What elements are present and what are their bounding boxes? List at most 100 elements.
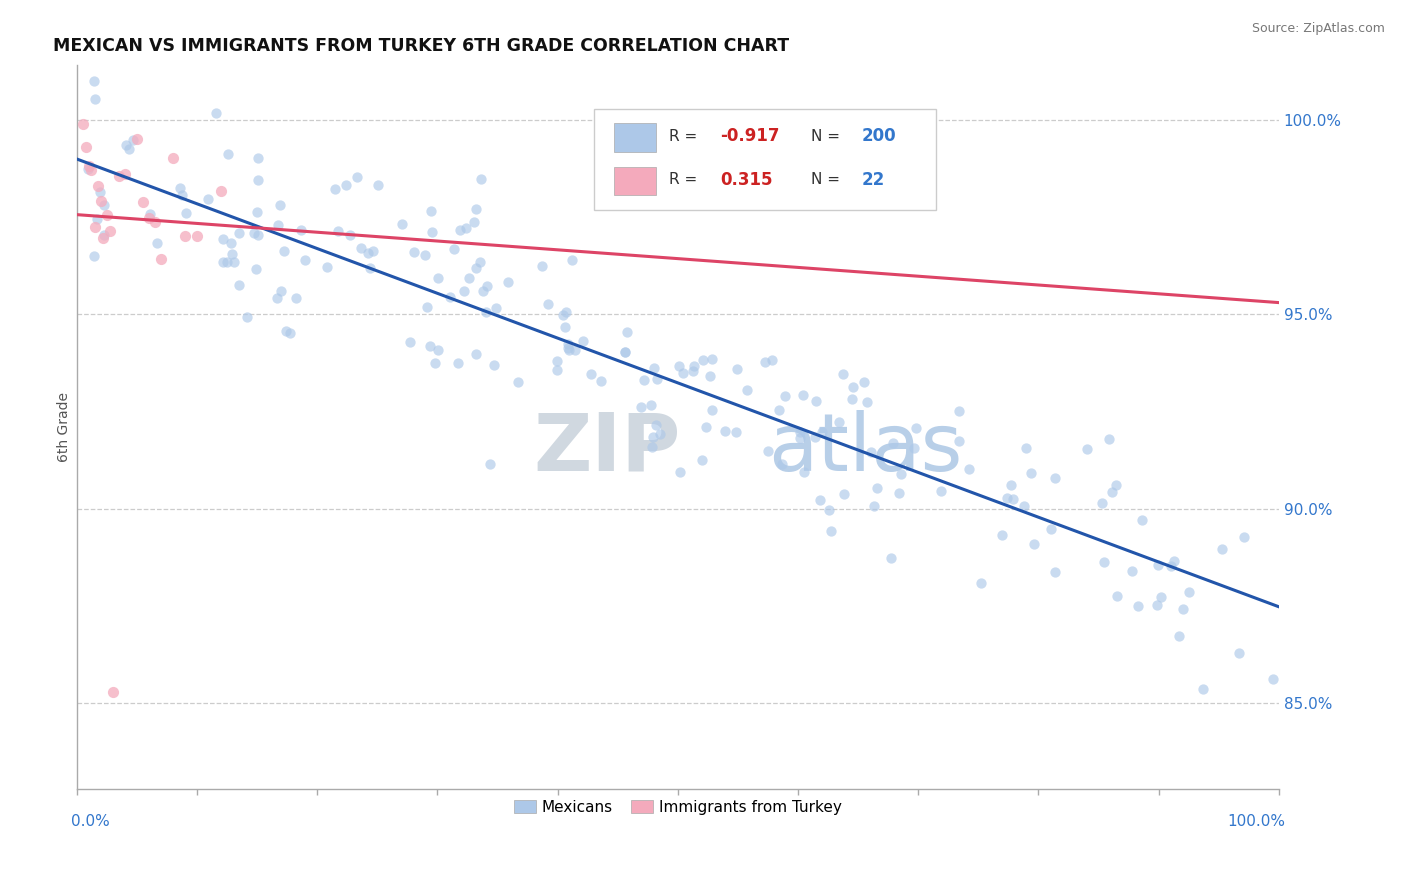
Point (464, 260, 486, 275)
Text: 0.0%: 0.0% (70, 814, 110, 830)
Point (863, 500, 886, 514)
Point (756, 444, 779, 458)
Point (125, 132, 148, 146)
Point (221, 247, 243, 261)
Point (804, 393, 827, 408)
Point (114, 167, 136, 181)
Point (1227, 646, 1250, 660)
Point (423, 356, 446, 370)
Point (880, 551, 903, 566)
Point (475, 305, 498, 319)
Point (274, 324, 297, 338)
Point (162, 151, 184, 165)
Point (754, 355, 776, 369)
Point (278, 326, 301, 340)
Point (1019, 467, 1042, 481)
Point (995, 491, 1018, 505)
Point (1261, 672, 1284, 686)
Point (335, 178, 357, 193)
Point (93, 227, 115, 242)
Point (416, 300, 439, 314)
Point (1105, 477, 1128, 491)
Point (458, 271, 481, 285)
Point (1094, 555, 1116, 569)
Point (426, 343, 449, 357)
Point (228, 277, 250, 292)
Point (557, 336, 579, 351)
Point (138, 211, 160, 225)
Point (339, 228, 361, 243)
Point (217, 147, 239, 161)
Point (1126, 599, 1149, 614)
Point (1233, 530, 1256, 544)
Point (773, 389, 796, 403)
Point (832, 368, 855, 382)
Point (643, 361, 665, 376)
Point (212, 231, 235, 245)
Point (1146, 598, 1168, 612)
Point (558, 343, 581, 357)
Point (328, 224, 350, 238)
Text: 100.0%: 100.0% (1227, 814, 1285, 830)
Point (508, 375, 530, 389)
Point (1012, 499, 1035, 513)
Point (465, 347, 488, 361)
Point (246, 227, 269, 242)
Y-axis label: 6th Grade: 6th Grade (58, 392, 72, 462)
Point (245, 205, 267, 219)
Point (551, 308, 574, 322)
Point (361, 244, 384, 258)
Point (1147, 558, 1170, 572)
Text: -0.917: -0.917 (720, 128, 779, 145)
Point (285, 291, 308, 305)
Point (1076, 442, 1098, 457)
Point (820, 524, 842, 538)
Point (357, 246, 380, 260)
Point (245, 261, 267, 276)
Point (589, 374, 612, 388)
Point (463, 215, 485, 229)
Point (84, 92, 107, 106)
Point (453, 284, 475, 298)
Point (1001, 491, 1024, 506)
Point (186, 228, 208, 243)
Point (1192, 681, 1215, 696)
Point (561, 252, 583, 267)
Point (1040, 522, 1063, 536)
FancyBboxPatch shape (614, 123, 657, 152)
Point (789, 431, 811, 445)
Point (77, 162, 100, 177)
Point (323, 181, 346, 195)
Point (614, 345, 637, 359)
Point (990, 528, 1012, 542)
Point (83, 249, 105, 263)
Point (270, 285, 292, 299)
Point (668, 359, 690, 373)
Point (367, 178, 389, 193)
Point (72, 117, 94, 131)
Point (449, 223, 471, 237)
Point (810, 425, 832, 440)
Point (91, 231, 114, 245)
Point (121, 133, 143, 147)
Point (197, 193, 219, 207)
FancyBboxPatch shape (614, 167, 657, 195)
Point (546, 354, 568, 368)
Point (235, 310, 257, 324)
Point (496, 275, 519, 289)
FancyBboxPatch shape (593, 109, 936, 210)
Text: R =: R = (669, 128, 703, 144)
Point (205, 106, 228, 120)
Point (546, 363, 568, 377)
Point (443, 242, 465, 256)
Point (792, 388, 814, 402)
Point (957, 462, 980, 476)
Point (572, 334, 595, 349)
Point (273, 244, 295, 259)
Point (725, 425, 748, 439)
Point (359, 261, 381, 276)
Point (418, 339, 440, 353)
Point (948, 403, 970, 417)
Point (855, 395, 877, 409)
Point (616, 325, 638, 339)
